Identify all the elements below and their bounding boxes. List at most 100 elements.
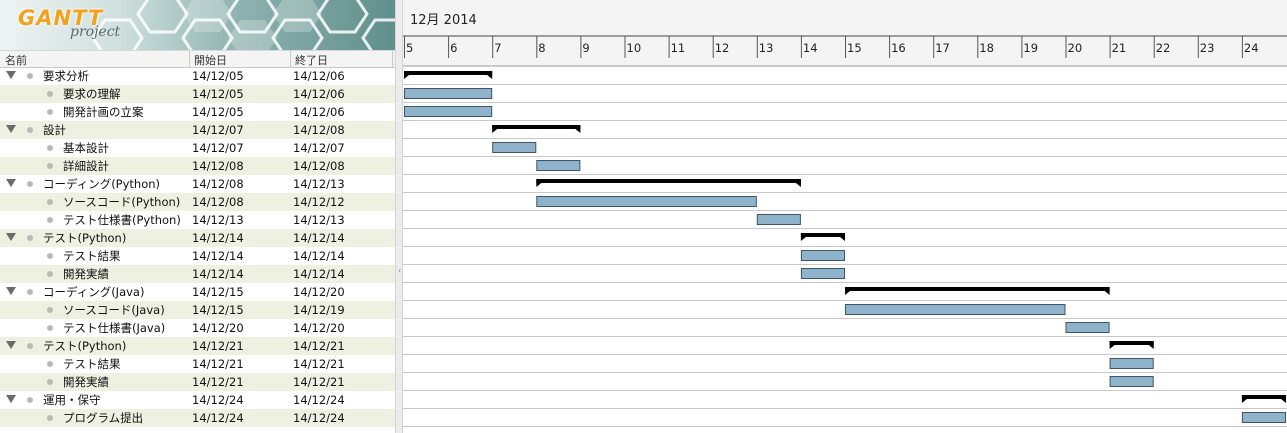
task-name[interactable]: テスト(Python) <box>43 231 127 245</box>
task-bar[interactable] <box>404 106 493 117</box>
task-name[interactable]: 設計 <box>43 123 66 137</box>
task-name[interactable]: 運用・保守 <box>43 393 101 407</box>
expand-collapse-triangle-icon[interactable] <box>6 233 16 241</box>
column-separator[interactable] <box>189 51 190 67</box>
task-name[interactable]: テスト仕様書(Java) <box>63 321 166 335</box>
task-name[interactable]: コーディング(Python) <box>43 177 161 191</box>
expand-collapse-triangle-icon[interactable] <box>6 341 16 349</box>
task-bar[interactable] <box>536 160 581 171</box>
task-group-row[interactable]: テスト(Python) 14/12/21 14/12/21 <box>0 337 395 355</box>
task-row[interactable]: ソースコード(Java) 14/12/15 14/12/19 <box>0 301 395 319</box>
column-separator[interactable] <box>392 51 393 67</box>
task-end-date[interactable]: 14/12/06 <box>293 105 345 119</box>
task-name[interactable]: 要求の理解 <box>63 87 121 101</box>
task-bar[interactable] <box>800 250 845 261</box>
expand-collapse-triangle-icon[interactable] <box>6 71 16 79</box>
summary-task-bar[interactable] <box>1241 395 1286 399</box>
task-name[interactable]: ソースコード(Python) <box>63 195 181 209</box>
task-start-date[interactable]: 14/12/15 <box>192 285 244 299</box>
column-separator[interactable] <box>290 51 291 67</box>
task-start-date[interactable]: 14/12/15 <box>192 303 244 317</box>
task-start-date[interactable]: 14/12/08 <box>192 195 244 209</box>
task-end-date[interactable]: 14/12/24 <box>293 393 345 407</box>
task-start-date[interactable]: 14/12/21 <box>192 339 244 353</box>
task-name[interactable]: テスト(Python) <box>43 339 127 353</box>
task-bar[interactable] <box>404 88 493 99</box>
task-start-date[interactable]: 14/12/05 <box>192 69 244 83</box>
task-end-date[interactable]: 14/12/21 <box>293 357 345 371</box>
task-end-date[interactable]: 14/12/20 <box>293 321 345 335</box>
task-end-date[interactable]: 14/12/13 <box>293 213 345 227</box>
task-end-date[interactable]: 14/12/08 <box>293 159 345 173</box>
task-end-date[interactable]: 14/12/07 <box>293 141 345 155</box>
task-row[interactable]: ソースコード(Python) 14/12/08 14/12/12 <box>0 193 395 211</box>
column-header-name[interactable]: 名前 <box>5 54 27 67</box>
task-row[interactable]: テスト結果 14/12/14 14/12/14 <box>0 247 395 265</box>
task-end-date[interactable]: 14/12/12 <box>293 195 345 209</box>
task-start-date[interactable]: 14/12/21 <box>192 375 244 389</box>
task-end-date[interactable]: 14/12/08 <box>293 123 345 137</box>
task-row[interactable]: 基本設計 14/12/07 14/12/07 <box>0 139 395 157</box>
task-group-row[interactable]: 設計 14/12/07 14/12/08 <box>0 121 395 139</box>
task-name[interactable]: コーディング(Java) <box>43 285 145 299</box>
task-end-date[interactable]: 14/12/06 <box>293 87 345 101</box>
task-row[interactable]: プログラム提出 14/12/24 14/12/24 <box>0 409 395 427</box>
task-bar[interactable] <box>845 304 1066 315</box>
task-start-date[interactable]: 14/12/20 <box>192 321 244 335</box>
task-group-row[interactable]: テスト(Python) 14/12/14 14/12/14 <box>0 229 395 247</box>
summary-task-bar[interactable] <box>845 287 1110 291</box>
summary-task-bar[interactable] <box>536 179 801 183</box>
task-end-date[interactable]: 14/12/14 <box>293 267 345 281</box>
expand-collapse-triangle-icon[interactable] <box>6 287 16 295</box>
expand-collapse-triangle-icon[interactable] <box>6 125 16 133</box>
gantt-chart-canvas[interactable]: 5 6 7 8 9 10 11 12 13 14 15 16 17 18 19 20 21 22 23 24 <box>403 0 1287 433</box>
task-row[interactable]: テスト結果 14/12/21 14/12/21 <box>0 355 395 373</box>
task-name[interactable]: 開発計画の立案 <box>63 105 144 119</box>
task-row[interactable]: 詳細設計 14/12/08 14/12/08 <box>0 157 395 175</box>
task-end-date[interactable]: 14/12/19 <box>293 303 345 317</box>
task-name[interactable]: 詳細設計 <box>63 159 109 173</box>
task-row[interactable]: テスト仕様書(Python) 14/12/13 14/12/13 <box>0 211 395 229</box>
task-bar[interactable] <box>492 142 537 153</box>
task-bar[interactable] <box>1065 322 1110 333</box>
task-group-row[interactable]: コーディング(Java) 14/12/15 14/12/20 <box>0 283 395 301</box>
task-name[interactable]: 開発実績 <box>63 267 109 281</box>
task-bar[interactable] <box>800 268 845 279</box>
task-start-date[interactable]: 14/12/21 <box>192 357 244 371</box>
task-bar[interactable] <box>756 214 801 225</box>
task-start-date[interactable]: 14/12/05 <box>192 87 244 101</box>
task-end-date[interactable]: 14/12/24 <box>293 411 345 425</box>
task-name[interactable]: 開発実績 <box>63 375 109 389</box>
task-row[interactable]: 開発計画の立案 14/12/05 14/12/06 <box>0 103 395 121</box>
task-start-date[interactable]: 14/12/24 <box>192 411 244 425</box>
task-start-date[interactable]: 14/12/07 <box>192 123 244 137</box>
expand-collapse-triangle-icon[interactable] <box>6 395 16 403</box>
task-name[interactable]: テスト結果 <box>63 357 121 371</box>
task-row[interactable]: 要求の理解 14/12/05 14/12/06 <box>0 85 395 103</box>
summary-task-bar[interactable] <box>1109 341 1154 345</box>
summary-task-bar[interactable] <box>800 233 845 237</box>
task-bar[interactable] <box>1241 412 1287 423</box>
task-group-row[interactable]: 運用・保守 14/12/24 14/12/24 <box>0 391 395 409</box>
column-header-end[interactable]: 終了日 <box>295 54 328 67</box>
task-end-date[interactable]: 14/12/06 <box>293 69 345 83</box>
task-name[interactable]: 要求分析 <box>43 69 89 83</box>
task-end-date[interactable]: 14/12/14 <box>293 231 345 245</box>
task-bar[interactable] <box>536 196 757 207</box>
expand-collapse-triangle-icon[interactable] <box>6 179 16 187</box>
task-bar[interactable] <box>1109 376 1154 387</box>
summary-task-bar[interactable] <box>492 125 581 129</box>
task-row[interactable]: テスト仕様書(Java) 14/12/20 14/12/20 <box>0 319 395 337</box>
task-name[interactable]: ソースコード(Java) <box>63 303 165 317</box>
task-end-date[interactable]: 14/12/14 <box>293 249 345 263</box>
task-start-date[interactable]: 14/12/24 <box>192 393 244 407</box>
summary-task-bar[interactable] <box>404 71 493 75</box>
column-header-start[interactable]: 開始日 <box>194 54 227 67</box>
task-end-date[interactable]: 14/12/13 <box>293 177 345 191</box>
task-name[interactable]: テスト結果 <box>63 249 121 263</box>
task-start-date[interactable]: 14/12/08 <box>192 177 244 191</box>
task-group-row[interactable]: コーディング(Python) 14/12/08 14/12/13 <box>0 175 395 193</box>
task-bar[interactable] <box>1109 358 1154 369</box>
task-group-row[interactable]: 要求分析 14/12/05 14/12/06 <box>0 67 395 85</box>
task-end-date[interactable]: 14/12/21 <box>293 375 345 389</box>
